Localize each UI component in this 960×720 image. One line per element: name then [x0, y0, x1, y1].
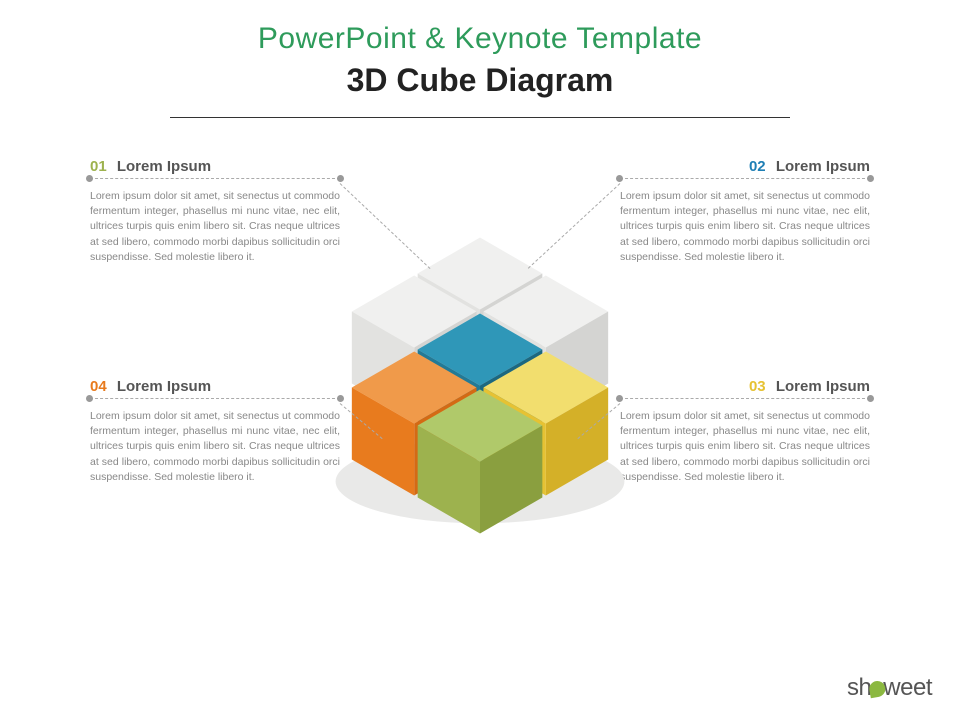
callout-body: Lorem ipsum dolor sit amet, sit senectus…: [90, 409, 340, 485]
callout-divider: [620, 398, 870, 399]
callout-02: 02 Lorem Ipsum Lorem ipsum dolor sit ame…: [620, 158, 870, 265]
callout-header: 02 Lorem Ipsum: [620, 158, 870, 175]
callout-body: Lorem ipsum dolor sit amet, sit senectus…: [90, 189, 340, 265]
callout-body: Lorem ipsum dolor sit amet, sit senectus…: [620, 409, 870, 485]
callout-04: 04 Lorem Ipsum Lorem ipsum dolor sit ame…: [90, 378, 340, 485]
callout-number: 01: [90, 158, 107, 175]
callout-divider: [90, 178, 340, 179]
callout-header: 04 Lorem Ipsum: [90, 378, 340, 395]
callout-01: 01 Lorem Ipsum Lorem ipsum dolor sit ame…: [90, 158, 340, 265]
callout-number: 04: [90, 378, 107, 395]
slide-subtitle: 3D Cube Diagram: [0, 62, 960, 99]
callout-number: 03: [749, 378, 766, 395]
callout-header: 03 Lorem Ipsum: [620, 378, 870, 395]
logo-text-pre: sh: [847, 674, 871, 701]
callout-divider: [620, 178, 870, 179]
callout-label: Lorem Ipsum: [117, 158, 211, 175]
callout-number: 02: [749, 158, 766, 175]
logo-text-post: weet: [883, 674, 932, 701]
cube-diagram: [320, 216, 640, 561]
callout-label: Lorem Ipsum: [776, 158, 870, 175]
content-area: 01 Lorem Ipsum Lorem ipsum dolor sit ame…: [0, 118, 960, 658]
callout-03: 03 Lorem Ipsum Lorem ipsum dolor sit ame…: [620, 378, 870, 485]
slide-title: PowerPoint & Keynote Template: [0, 0, 960, 56]
callout-divider: [90, 398, 340, 399]
showeet-logo: shweet: [847, 674, 932, 702]
callout-label: Lorem Ipsum: [776, 378, 870, 395]
callout-header: 01 Lorem Ipsum: [90, 158, 340, 175]
callout-label: Lorem Ipsum: [117, 378, 211, 395]
cube-svg: [320, 216, 640, 556]
callout-body: Lorem ipsum dolor sit amet, sit senectus…: [620, 189, 870, 265]
